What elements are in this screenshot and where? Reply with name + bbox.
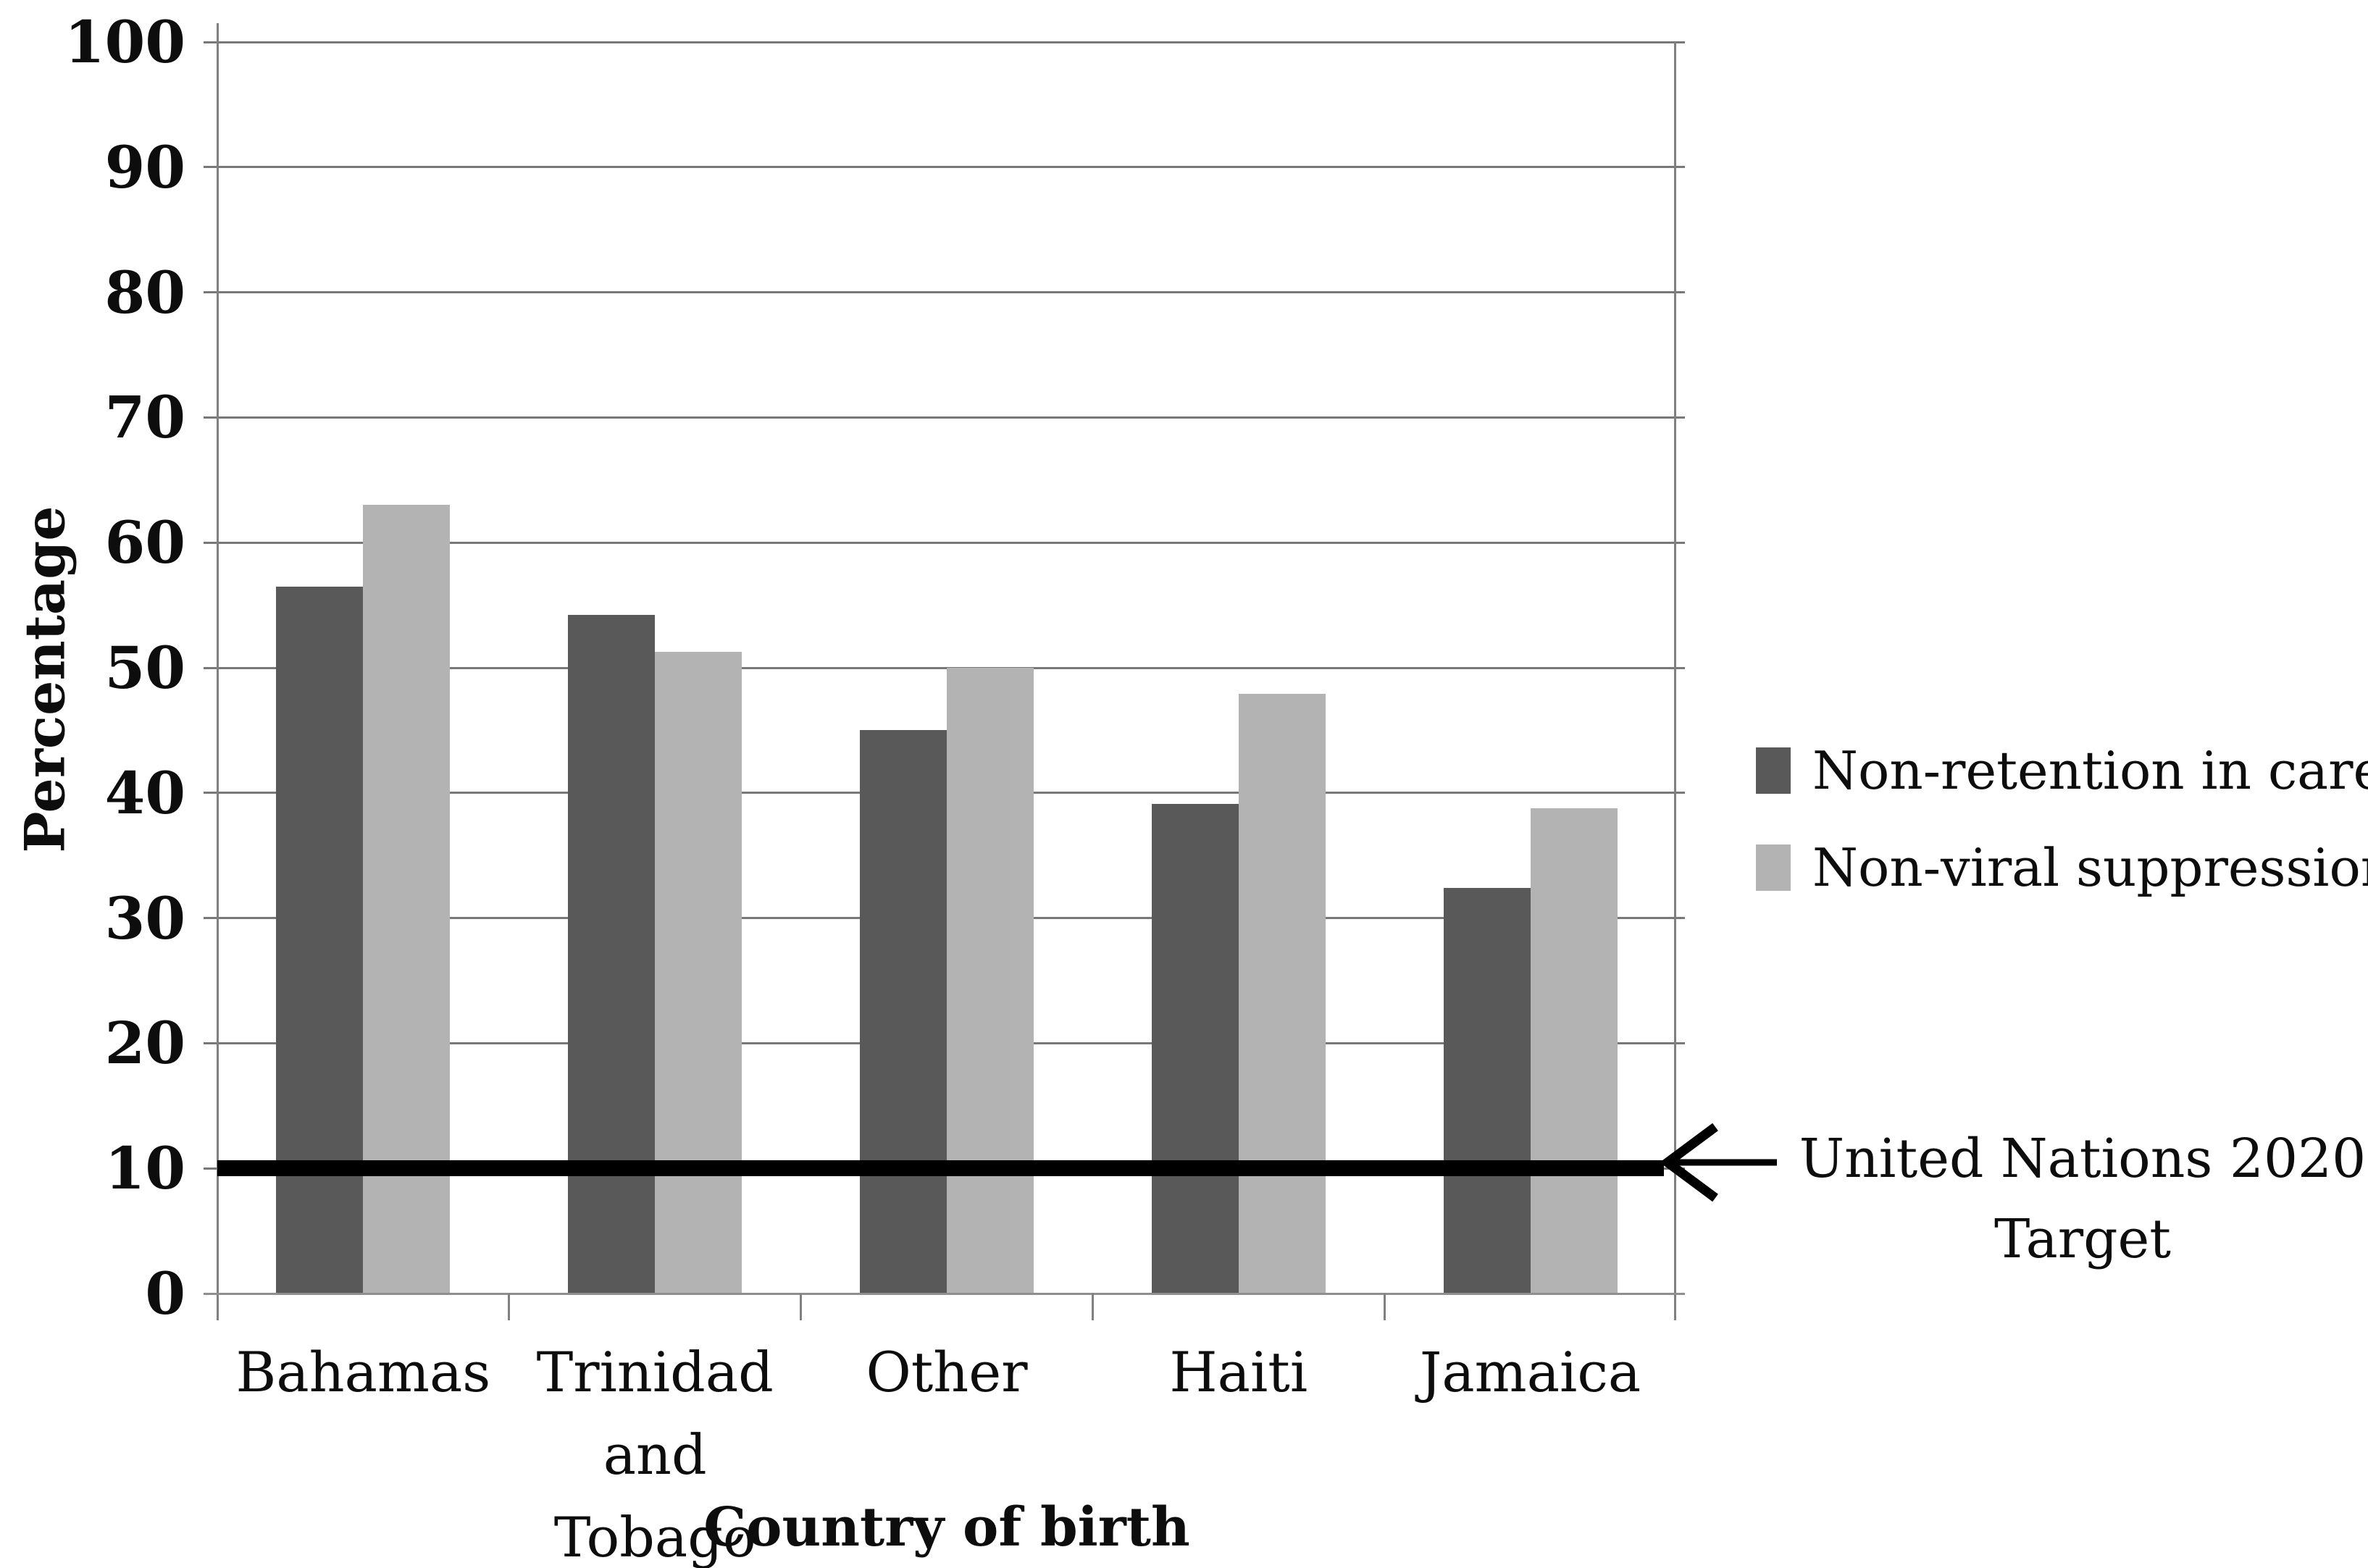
- bar-non-retention: [1151, 804, 1239, 1294]
- gridline: [204, 41, 1685, 43]
- x-axis-tick: [1091, 1294, 1094, 1320]
- target-line: [217, 1160, 1664, 1177]
- bar-group: [509, 42, 801, 1294]
- y-tick-label: 30: [104, 884, 185, 952]
- y-tick-label: 40: [104, 758, 185, 827]
- plot-area: [204, 23, 1685, 1320]
- x-category-label: Other: [866, 1340, 1028, 1404]
- y-tick-label: 50: [104, 634, 185, 702]
- legend-label-non-viral: Non-viral suppression: [1812, 837, 2368, 898]
- x-axis-tick: [800, 1294, 803, 1320]
- bar-group: [801, 42, 1093, 1294]
- gridline: [204, 291, 1685, 294]
- right-border-line: [1674, 42, 1676, 1320]
- target-annotation: United Nations 2020 Target: [1799, 1128, 2367, 1270]
- x-axis-tick: [508, 1294, 511, 1320]
- gridline: [204, 666, 1685, 669]
- x-axis-title: Country of birth: [703, 1496, 1190, 1559]
- bar-non-retention: [568, 615, 656, 1294]
- bar-non-retention: [1443, 888, 1531, 1294]
- x-category-label: Trinidad and Tobago: [536, 1340, 774, 1568]
- legend-swatch-light: [1756, 844, 1791, 891]
- bar-group: [1384, 42, 1676, 1294]
- legend-item-non-retention: Non-retention in care: [1756, 740, 2368, 801]
- x-category-label: Jamaica: [1419, 1340, 1641, 1404]
- gridline: [204, 541, 1685, 544]
- y-axis-tick-labels: 0 10 20 30 40 50 60 70 80 90 100: [0, 8, 185, 1328]
- y-tick-label: 10: [104, 1134, 185, 1203]
- y-tick-label: 70: [104, 383, 185, 452]
- gridline: [204, 416, 1685, 419]
- y-tick-label: 90: [104, 133, 185, 201]
- bar-group: [217, 42, 509, 1294]
- legend-item-non-viral: Non-viral suppression: [1756, 837, 2368, 898]
- gridline: [204, 166, 1685, 169]
- bar-non-viral: [946, 668, 1034, 1294]
- target-arrow-icon: [1660, 1123, 1777, 1202]
- y-tick-label: 80: [104, 258, 185, 327]
- y-tick-label: 60: [104, 508, 185, 577]
- bar-non-viral: [1530, 808, 1618, 1294]
- y-tick-label: 20: [104, 1009, 185, 1078]
- y-tick-label: 0: [145, 1259, 185, 1328]
- y-axis-line: [217, 23, 219, 1320]
- x-axis-tick: [1383, 1294, 1386, 1320]
- x-axis-line: [204, 1293, 1685, 1295]
- bar-non-retention: [859, 730, 947, 1294]
- bar-non-viral: [1238, 694, 1326, 1294]
- x-axis-category-labels: Bahamas Trinidad and Tobago Other Haiti Jama…: [217, 1331, 1676, 1568]
- y-tick-label: 100: [64, 8, 185, 76]
- legend-swatch-dark: [1756, 747, 1791, 794]
- x-category-label: Haiti: [1169, 1340, 1308, 1404]
- legend-label-non-retention: Non-retention in care: [1812, 740, 2368, 801]
- x-category-label: Bahamas: [235, 1340, 491, 1404]
- bar-non-viral: [655, 651, 742, 1294]
- bar-group: [1092, 42, 1384, 1294]
- bar-non-retention: [276, 586, 364, 1294]
